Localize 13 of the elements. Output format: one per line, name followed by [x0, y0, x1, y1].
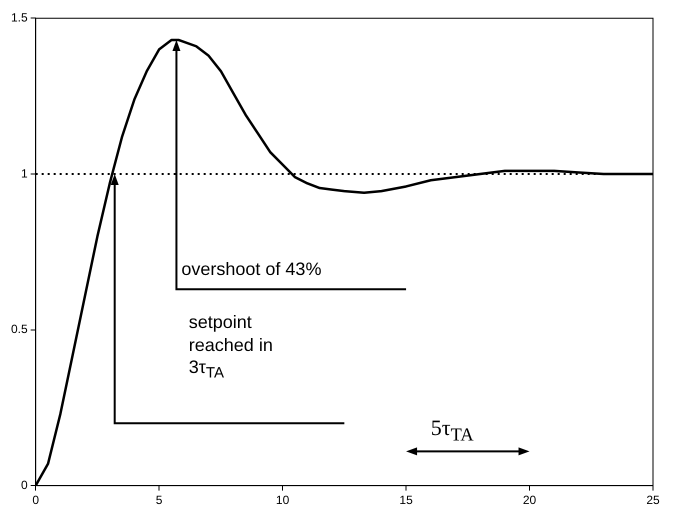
x-tick-label: 25: [646, 493, 660, 508]
y-tick-label: 0.5: [10, 322, 28, 336]
x-tick-label: 10: [276, 493, 290, 508]
x-tick-label: 20: [522, 493, 537, 508]
y-tick-label: 0: [20, 478, 28, 492]
x-tick-label: 0: [32, 493, 40, 508]
annotation: setpoint reached in 3τ$_{TA}$: [188, 311, 274, 384]
y-tick-label: 1.5: [10, 10, 28, 25]
x-tick-label: 15: [399, 493, 414, 508]
y-tick-label: 1: [20, 166, 28, 180]
annotation: overshoot of 43%: [181, 258, 322, 281]
x-tick-label: 5: [156, 493, 163, 508]
annotation: 5τ$_{TA}$: [430, 414, 475, 446]
